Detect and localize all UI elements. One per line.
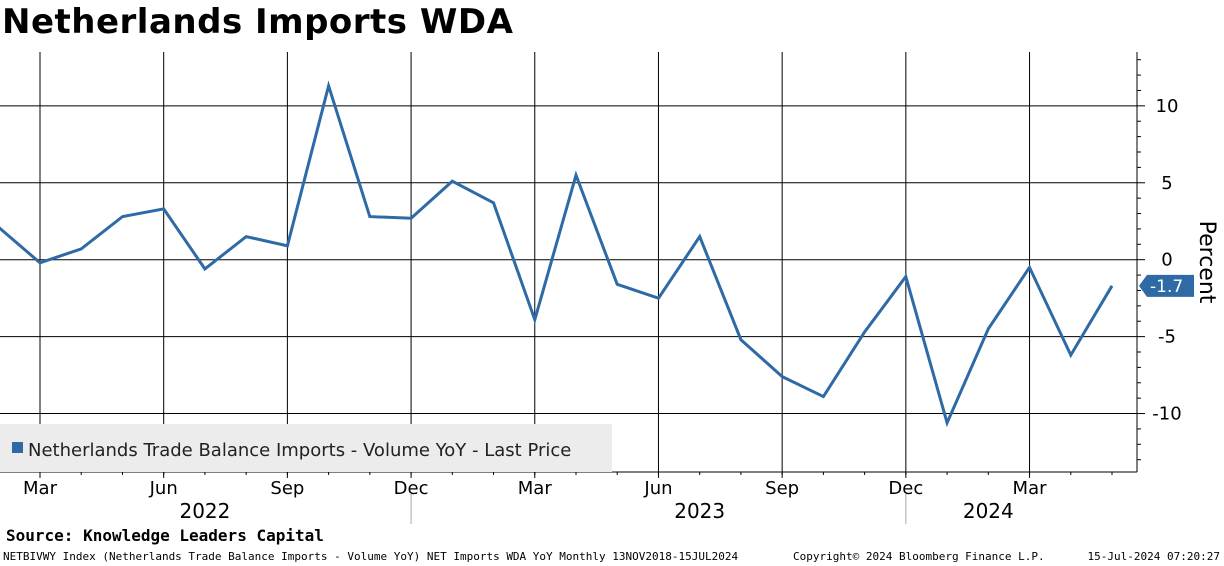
legend: Netherlands Trade Balance Imports - Volu… bbox=[0, 424, 612, 472]
horizontal-gridlines bbox=[0, 105, 1137, 415]
series-description: NETBIVWY Index (Netherlands Trade Balanc… bbox=[3, 550, 739, 563]
x-tick-label: Dec bbox=[394, 478, 429, 499]
last-value-label: -1.7 bbox=[1150, 277, 1183, 297]
last-value-badge-shape bbox=[1139, 274, 1194, 297]
series-line bbox=[0, 80, 1114, 428]
y-axis-label: Percent bbox=[1194, 221, 1219, 304]
x-tick-label: Jun bbox=[149, 478, 178, 499]
copyright-notice: Copyright© 2024 Bloomberg Finance L.P. bbox=[793, 550, 1045, 563]
y-axis-ticks: 10 5 0 -5 -10 bbox=[1137, 59, 1182, 461]
legend-label: Netherlands Trade Balance Imports - Volu… bbox=[28, 440, 571, 461]
chart-title: Netherlands Imports WDA bbox=[2, 2, 514, 42]
vertical-gridlines bbox=[39, 52, 1031, 472]
year-label: 2023 bbox=[674, 499, 725, 523]
x-tick-label: Mar bbox=[1013, 478, 1048, 499]
x-tick-label: Sep bbox=[270, 478, 304, 499]
x-axis-ticks: Mar Jun Sep Dec Mar Jun Sep Dec Mar bbox=[23, 472, 1113, 499]
timestamp: 15-Jul-2024 07:20:27 bbox=[1087, 550, 1220, 563]
x-tick-label: Sep bbox=[765, 478, 799, 499]
legend-box bbox=[0, 424, 612, 472]
x-tick-label: Dec bbox=[888, 478, 923, 499]
y-tick-label: -10 bbox=[1152, 404, 1181, 425]
y-tick-label: 5 bbox=[1161, 173, 1172, 194]
y-tick-label: 10 bbox=[1156, 96, 1179, 117]
last-value-badge: -1.7 bbox=[1139, 274, 1194, 297]
x-axis-year-labels: 2022 2023 2024 bbox=[179, 494, 1014, 524]
y-tick-label: -5 bbox=[1158, 327, 1176, 348]
x-tick-label: Mar bbox=[23, 478, 58, 499]
year-label: 2022 bbox=[179, 499, 230, 523]
year-label: 2024 bbox=[963, 499, 1014, 523]
y-tick-label: 0 bbox=[1161, 250, 1172, 271]
legend-swatch bbox=[12, 442, 23, 453]
x-tick-label: Mar bbox=[518, 478, 553, 499]
series-points bbox=[39, 85, 1113, 423]
source-note: Source: Knowledge Leaders Capital bbox=[6, 526, 324, 545]
x-tick-label: Jun bbox=[643, 478, 672, 499]
